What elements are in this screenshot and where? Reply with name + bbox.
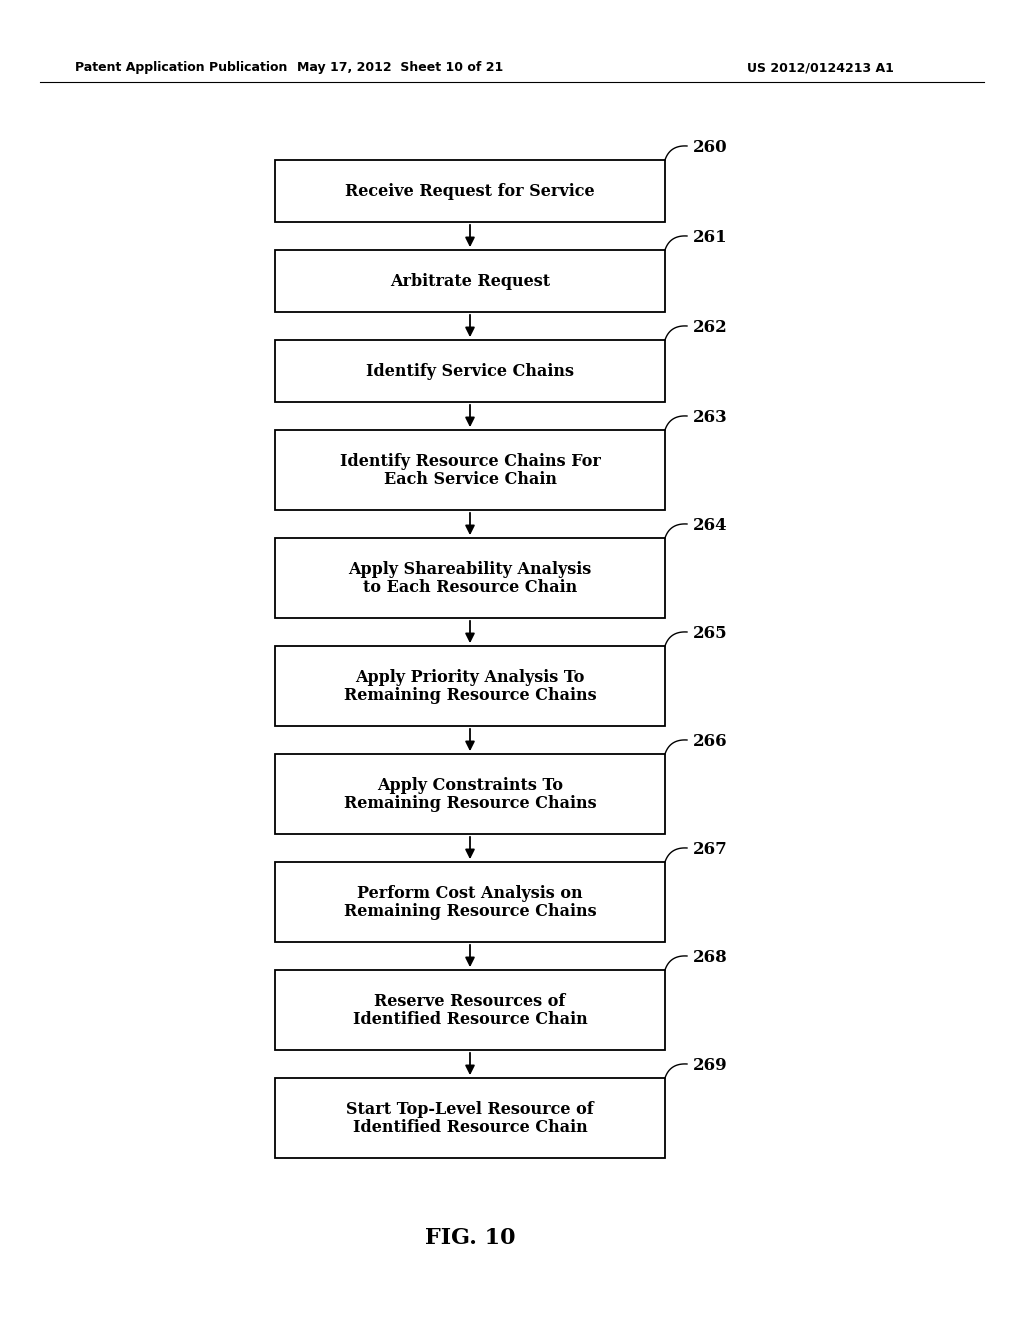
Text: Remaining Resource Chains: Remaining Resource Chains [344, 686, 596, 704]
Bar [275, 160, 665, 222]
Text: 267: 267 [693, 842, 728, 858]
Text: 269: 269 [693, 1057, 728, 1074]
Text: 261: 261 [693, 230, 728, 247]
Text: Remaining Resource Chains: Remaining Resource Chains [344, 795, 596, 812]
Text: Start Top-Level Resource of: Start Top-Level Resource of [346, 1101, 594, 1118]
Text: 262: 262 [693, 319, 728, 337]
Text: Identified Resource Chain: Identified Resource Chain [352, 1118, 588, 1135]
Text: FIG. 10: FIG. 10 [425, 1228, 515, 1249]
Text: Remaining Resource Chains: Remaining Resource Chains [344, 903, 596, 920]
Bar [275, 341, 665, 403]
Text: Identify Service Chains: Identify Service Chains [366, 363, 574, 380]
Text: May 17, 2012  Sheet 10 of 21: May 17, 2012 Sheet 10 of 21 [297, 62, 503, 74]
Text: 264: 264 [693, 517, 728, 535]
Text: Arbitrate Request: Arbitrate Request [390, 272, 550, 289]
Text: 263: 263 [693, 409, 728, 426]
Text: Apply Priority Analysis To: Apply Priority Analysis To [355, 668, 585, 685]
Text: 265: 265 [693, 626, 728, 643]
Bar [275, 539, 665, 618]
Bar [275, 862, 665, 942]
Bar [275, 645, 665, 726]
Text: Each Service Chain: Each Service Chain [384, 470, 556, 487]
Text: Identify Resource Chains For: Identify Resource Chains For [340, 453, 600, 470]
Bar [275, 970, 665, 1049]
Text: Patent Application Publication: Patent Application Publication [75, 62, 288, 74]
Text: Apply Constraints To: Apply Constraints To [377, 776, 563, 793]
Text: Receive Request for Service: Receive Request for Service [345, 182, 595, 199]
Text: Reserve Resources of: Reserve Resources of [375, 993, 565, 1010]
Text: 266: 266 [693, 734, 728, 751]
Text: 260: 260 [693, 140, 728, 157]
Bar [275, 249, 665, 312]
Bar [275, 430, 665, 510]
Text: to Each Resource Chain: to Each Resource Chain [362, 578, 578, 595]
Text: Perform Cost Analysis on: Perform Cost Analysis on [357, 884, 583, 902]
Text: 268: 268 [693, 949, 728, 966]
Text: US 2012/0124213 A1: US 2012/0124213 A1 [746, 62, 893, 74]
Bar [275, 754, 665, 834]
Bar [275, 1078, 665, 1158]
Text: Apply Shareability Analysis: Apply Shareability Analysis [348, 561, 592, 578]
Text: Identified Resource Chain: Identified Resource Chain [352, 1011, 588, 1027]
